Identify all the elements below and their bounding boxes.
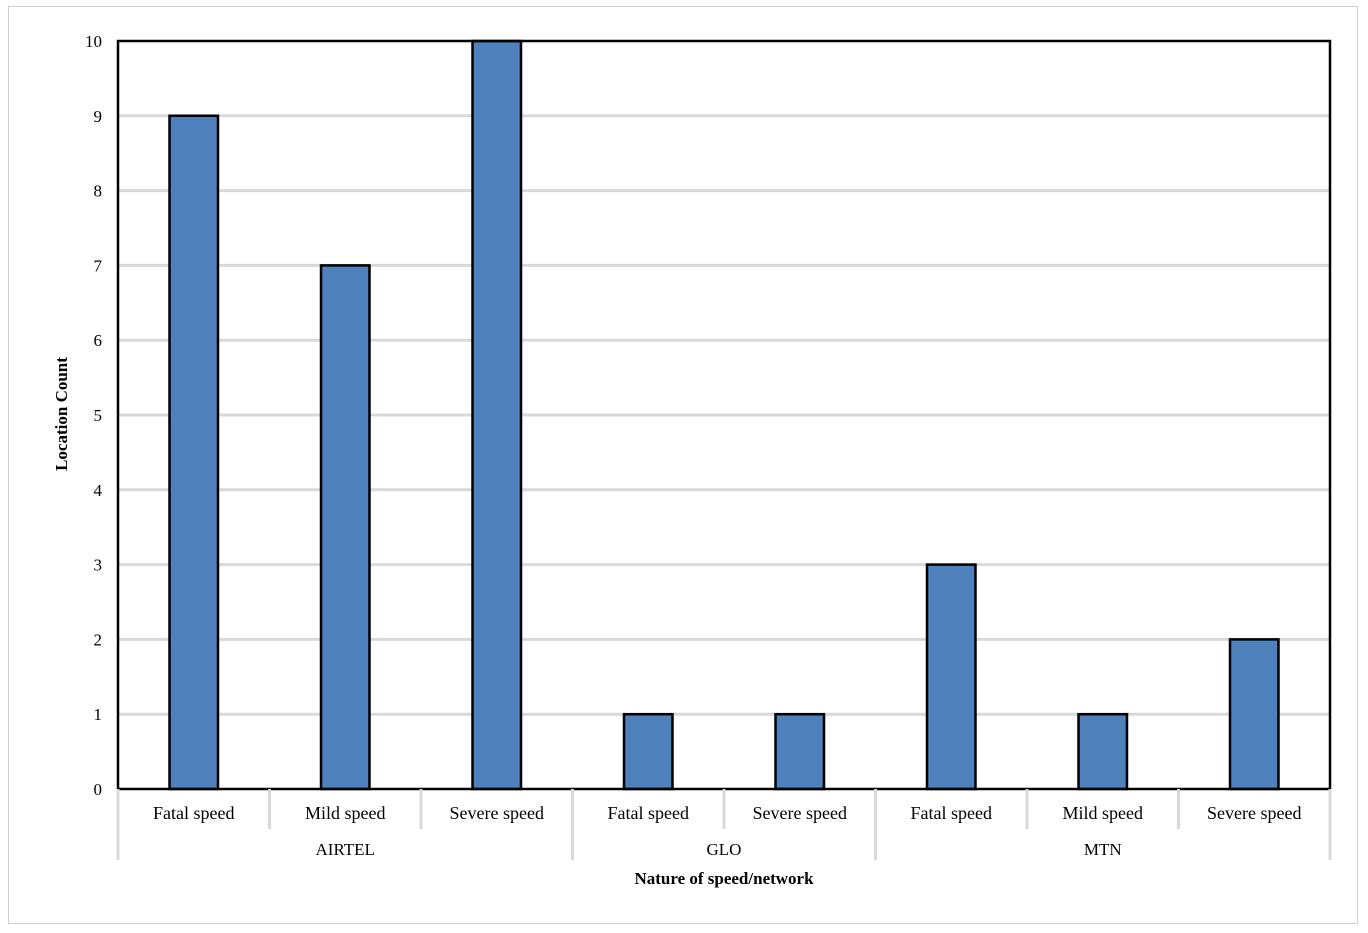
x-category-label: Severe speed: [753, 803, 847, 823]
y-tick-label: 4: [94, 481, 103, 500]
y-tick-label: 8: [94, 182, 103, 201]
bar: [1228, 638, 1280, 791]
y-axis-title: Location Count: [52, 357, 71, 471]
x-category-label: Severe speed: [450, 803, 544, 823]
y-tick-label: 1: [94, 705, 103, 724]
bars: [168, 39, 1280, 791]
axes: [116, 39, 1332, 860]
x-axis-title: Nature of speed/network: [634, 869, 814, 888]
y-tick-label: 0: [94, 780, 103, 799]
x-category-label: Fatal speed: [153, 803, 234, 823]
bar: [925, 563, 977, 791]
bar: [622, 712, 674, 791]
x-group-label: AIRTEL: [316, 840, 375, 859]
y-tick-label: 3: [94, 556, 103, 575]
y-tick-label: 9: [94, 107, 103, 126]
y-tick-label: 7: [94, 256, 103, 275]
x-group-label: GLO: [707, 840, 742, 859]
x-category-label: Fatal speed: [911, 803, 992, 823]
x-category-label: Mild speed: [305, 803, 386, 823]
y-tick-label: 10: [85, 32, 102, 51]
bar: [168, 114, 220, 791]
y-tick-label: 5: [94, 406, 103, 425]
x-category-label: Fatal speed: [608, 803, 689, 823]
gridlines: [118, 114, 1330, 716]
y-tick-label: 6: [94, 331, 103, 350]
y-tick-label: 2: [94, 630, 103, 649]
bar: [1077, 712, 1129, 791]
labels: 0 1 2 3 4 5 6 7 8 9 10 Fatal speed Mild speed Severe …: [85, 32, 1301, 859]
x-category-label: Mild speed: [1063, 803, 1144, 823]
bar: [774, 712, 826, 791]
bar: [319, 264, 371, 791]
x-category-label: Severe speed: [1207, 803, 1301, 823]
chart-frame: 0 1 2 3 4 5 6 7 8 9 10 Fatal speed Mild speed Severe …: [8, 6, 1358, 924]
bar: [471, 39, 523, 791]
x-group-label: MTN: [1084, 840, 1122, 859]
bar-chart: 0 1 2 3 4 5 6 7 8 9 10 Fatal speed Mild speed Severe …: [52, 32, 1332, 888]
